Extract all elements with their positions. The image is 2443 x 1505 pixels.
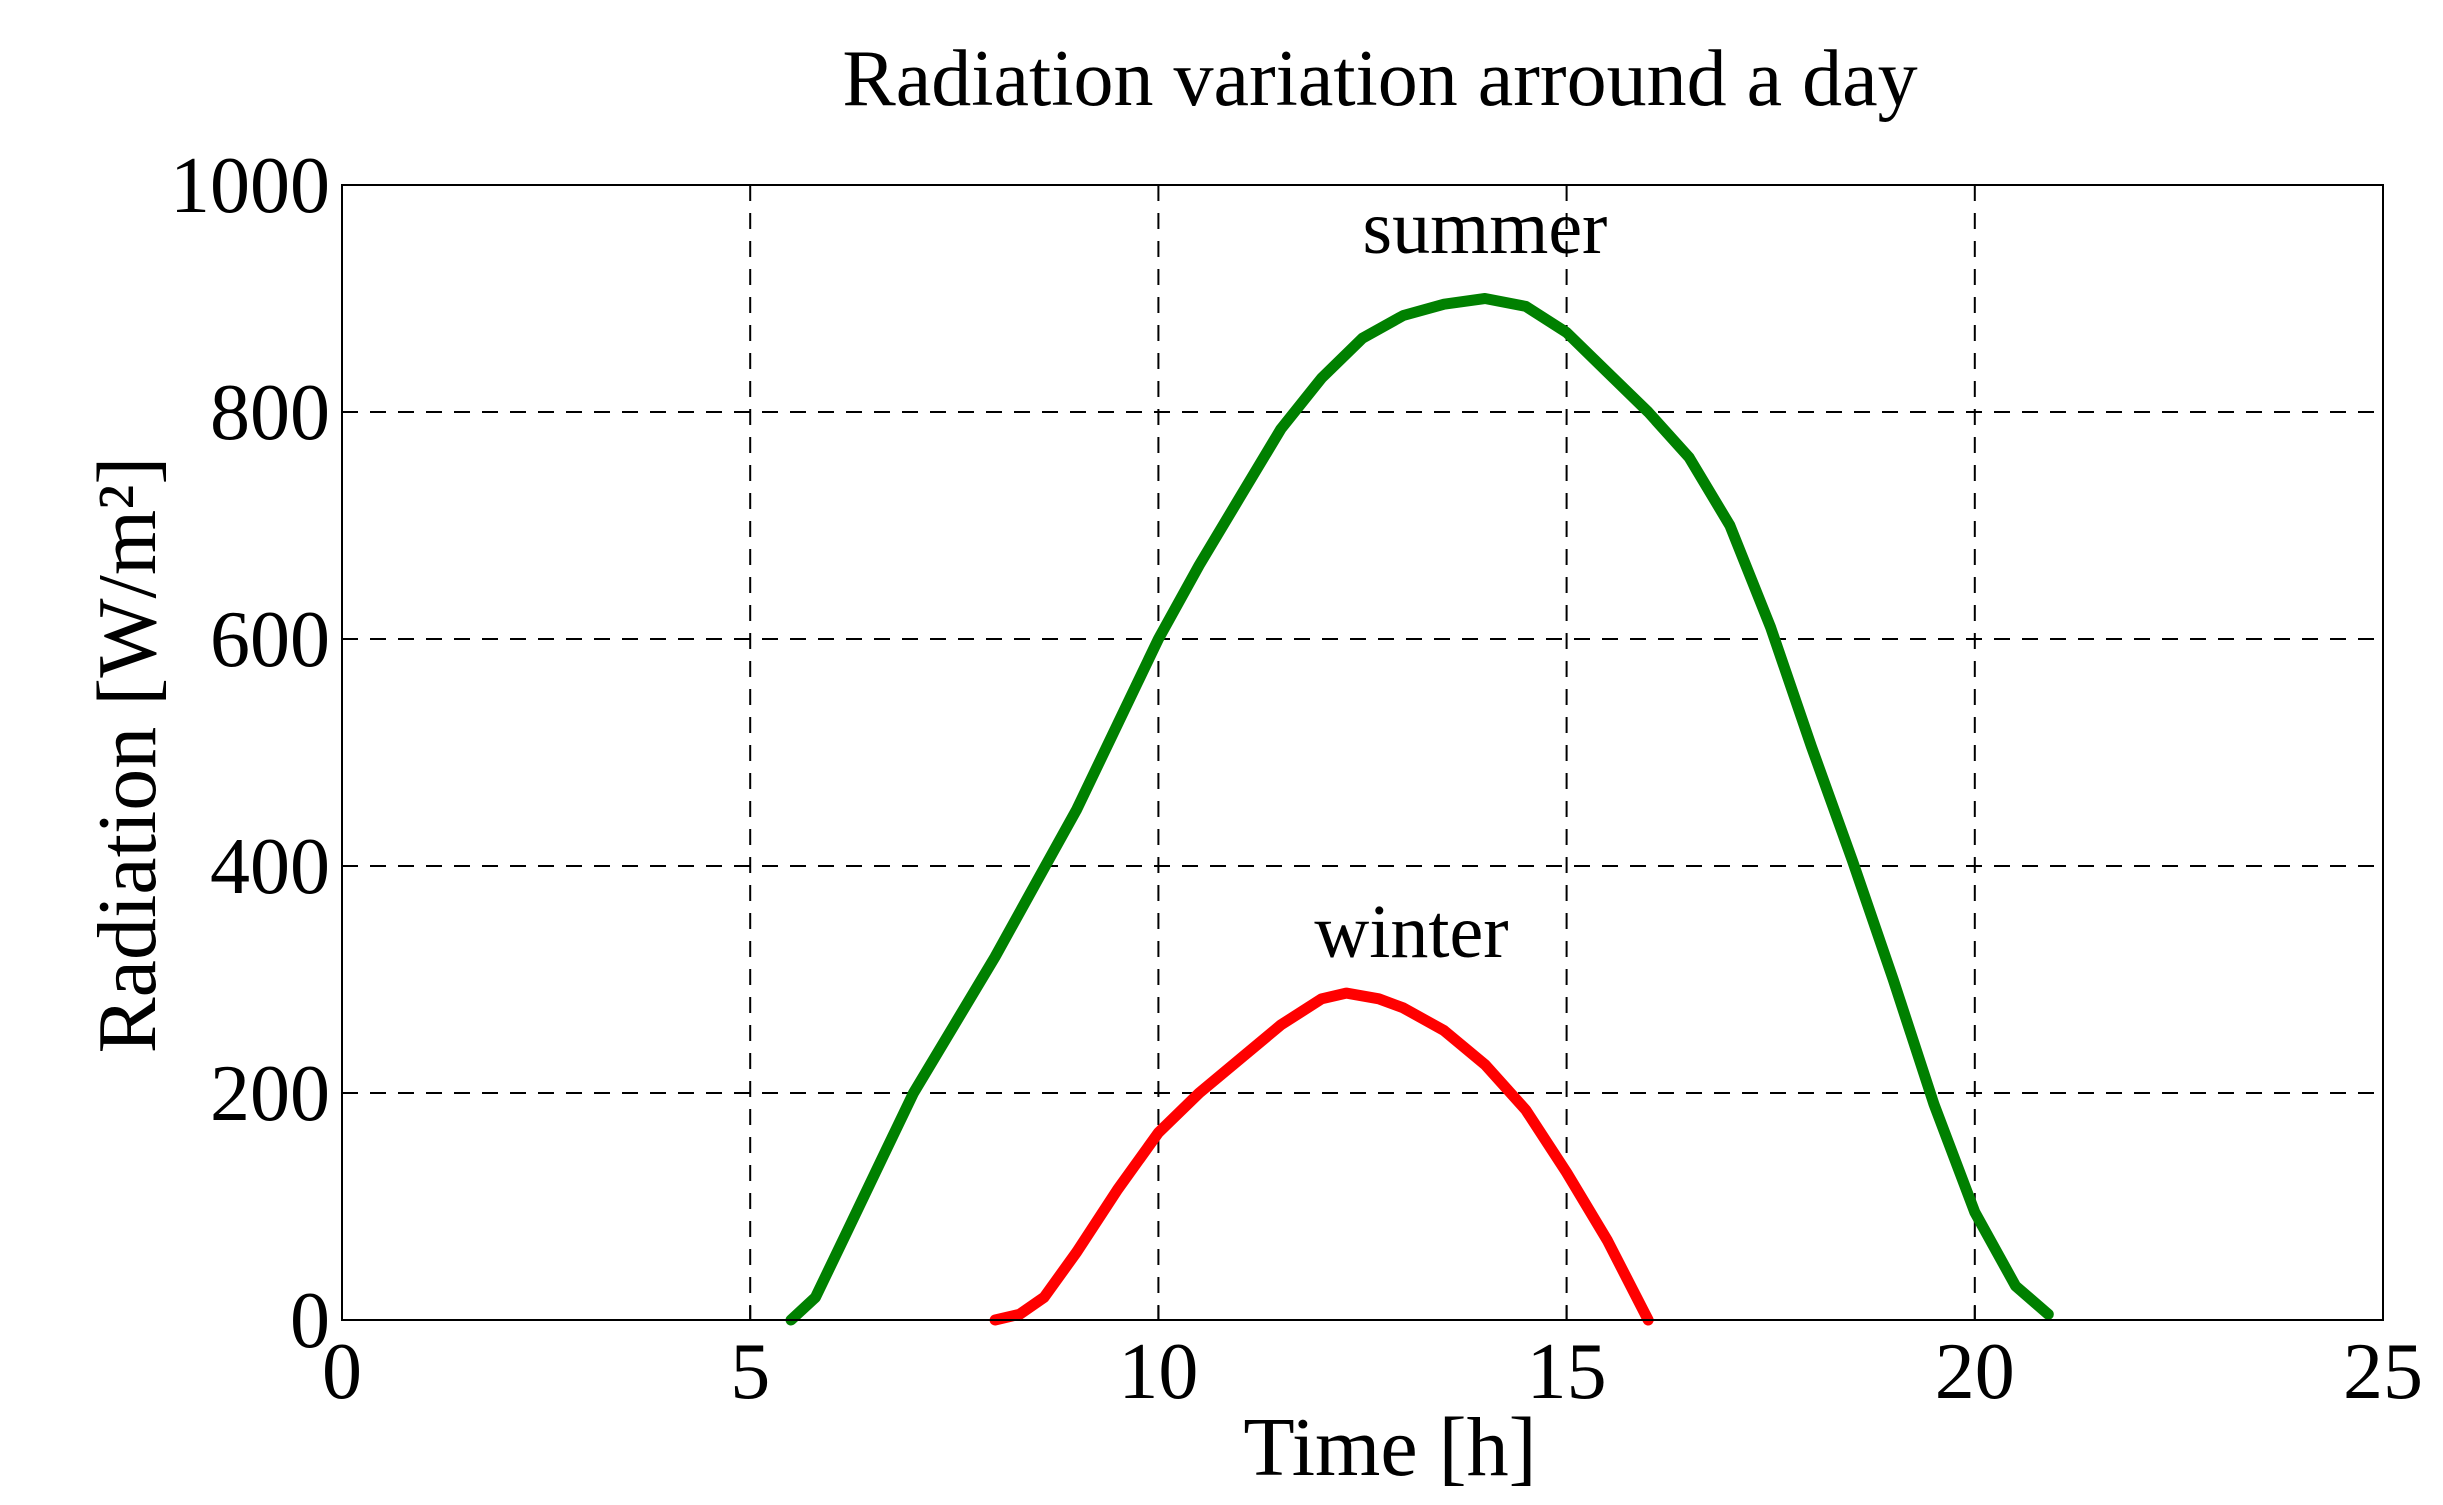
x-axis-ticks: 0 5 10 15 20 25 <box>322 1306 2423 1416</box>
y-tick-label: 0 <box>290 1277 330 1365</box>
y-axis-title: Radiation [W/m²] <box>81 457 174 1054</box>
annotation-winter: winter <box>1314 890 1508 974</box>
y-axis-ticks: 0 200 400 600 800 1000 <box>170 142 356 1365</box>
y-tick-label: 400 <box>210 823 330 911</box>
grid <box>342 185 2383 1320</box>
annotations: summer winter <box>1314 186 1607 974</box>
y-tick-label: 1000 <box>170 142 330 230</box>
y-tick-label: 600 <box>210 596 330 684</box>
x-tick-label: 10 <box>1118 1328 1198 1416</box>
y-tick-label: 800 <box>210 369 330 457</box>
y-tick-label: 200 <box>210 1050 330 1138</box>
plot-frame <box>341 184 2384 1321</box>
series-line-winter <box>989 987 1654 1326</box>
series-line-summer <box>785 293 2054 1326</box>
x-tick-label: 15 <box>1527 1328 1607 1416</box>
x-axis-title: Time [h] <box>1243 1401 1536 1494</box>
x-tick-label: 25 <box>2343 1328 2423 1416</box>
x-tick-label: 0 <box>322 1328 362 1416</box>
x-tick-label: 5 <box>730 1328 770 1416</box>
annotation-summer: summer <box>1363 186 1608 270</box>
series-lines <box>785 293 2054 1326</box>
chart-title: Radiation variation arround a day <box>842 35 1917 123</box>
x-tick-label: 20 <box>1935 1328 2015 1416</box>
